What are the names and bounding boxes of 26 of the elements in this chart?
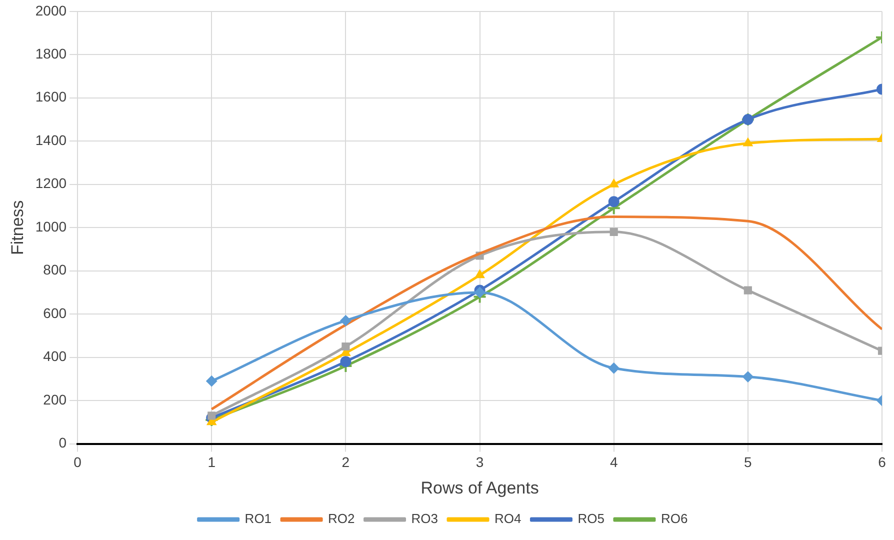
legend-label: RO4 bbox=[494, 511, 522, 526]
y-tick-label: 1000 bbox=[35, 218, 67, 234]
y-tick-label: 200 bbox=[43, 391, 67, 408]
legend-label: RO2 bbox=[328, 511, 355, 526]
y-tick-label: 1600 bbox=[35, 88, 67, 105]
y-tick-label: 800 bbox=[43, 262, 67, 278]
y-tick-label: 1800 bbox=[35, 46, 67, 62]
x-tick-label: 5 bbox=[744, 454, 752, 470]
legend-label: RO6 bbox=[660, 511, 688, 526]
y-tick-label: 0 bbox=[58, 434, 67, 451]
y-tick-label: 2000 bbox=[35, 2, 67, 18]
y-tick-label: 400 bbox=[43, 348, 67, 364]
x-tick-label: 0 bbox=[74, 454, 82, 470]
x-axis-title: Rows of Agents bbox=[420, 478, 539, 498]
legend-label: RO1 bbox=[244, 511, 272, 526]
x-tick-label: 4 bbox=[610, 454, 618, 470]
x-tick-label: 3 bbox=[476, 454, 484, 470]
x-tick-label: 1 bbox=[208, 454, 216, 470]
x-tick-label: 6 bbox=[878, 454, 886, 470]
y-axis-title: Fitness bbox=[8, 200, 27, 255]
y-tick-label: 1400 bbox=[35, 132, 67, 148]
x-tick-label: 2 bbox=[342, 454, 350, 470]
y-tick-label: 600 bbox=[43, 304, 67, 321]
y-tick-label: 1200 bbox=[35, 175, 67, 192]
legend-label: RO3 bbox=[411, 511, 438, 526]
legend-label: RO5 bbox=[578, 511, 604, 526]
